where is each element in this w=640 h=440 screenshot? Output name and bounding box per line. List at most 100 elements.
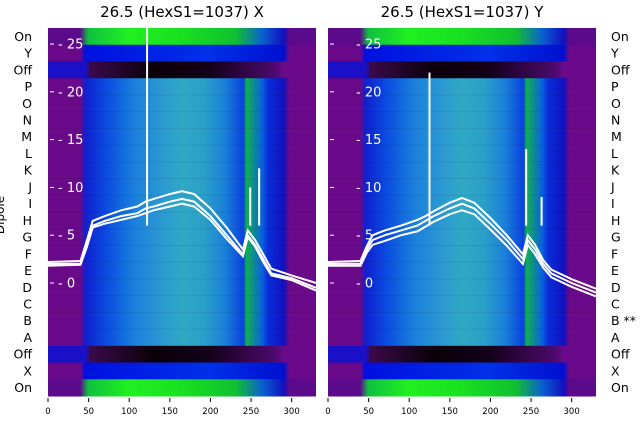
heatmap-row xyxy=(328,28,596,46)
dipole-label: F xyxy=(611,246,618,261)
dipole-label: H xyxy=(23,213,32,228)
heatmap-row xyxy=(328,94,596,113)
heatmap-row xyxy=(328,78,596,96)
x-tick-label: 300 xyxy=(284,407,300,417)
heatmap-row xyxy=(48,145,316,163)
overlay-series-line xyxy=(328,202,597,294)
heatmap-row xyxy=(328,111,596,129)
x-tick-label: 200 xyxy=(202,407,218,417)
panel-x: 26.5 (HexS1=1037) XOnYOffPONMLKJIHGFEDCB… xyxy=(14,3,317,417)
heatmap-row xyxy=(48,379,316,397)
x-tick-label: 100 xyxy=(401,407,417,417)
overlay-y-tick-label: - 0 xyxy=(356,277,373,292)
heatmap-row xyxy=(328,379,596,397)
chart-title: 26.5 (HexS1=1037) Y xyxy=(381,3,545,21)
heatmap-row xyxy=(328,212,596,230)
dipole-label: Off xyxy=(611,62,630,77)
dipole-label: On xyxy=(14,380,32,395)
overlay-series-line xyxy=(48,197,317,289)
heatmap-row xyxy=(328,61,596,79)
heatmap-row xyxy=(48,111,316,129)
dipole-label: A xyxy=(23,330,32,345)
dipole-label: E xyxy=(611,263,619,278)
heatmap-row xyxy=(328,345,596,364)
dipole-label: On xyxy=(611,380,629,395)
dipole-label: F xyxy=(25,246,32,261)
dipole-label: Y xyxy=(23,46,32,61)
dipole-label: I xyxy=(28,196,32,211)
heatmap-row xyxy=(328,329,596,347)
overlay-y-tick-label: - 20 xyxy=(58,85,83,100)
dipole-label: J xyxy=(27,179,32,194)
dipole-label: Off xyxy=(611,347,630,362)
dipole-label: J xyxy=(610,179,615,194)
overlay-y-tick-label: - 5 xyxy=(58,229,75,244)
heatmap-row xyxy=(328,128,596,146)
dipole-label: Off xyxy=(14,62,33,77)
x-tick-label: 300 xyxy=(564,407,580,417)
dipole-label: N xyxy=(611,113,620,128)
dipole-label: L xyxy=(611,146,618,161)
heatmap-row xyxy=(48,245,316,263)
dipole-label: L xyxy=(25,146,32,161)
heatmap-row xyxy=(328,362,596,380)
x-tick-label: 0 xyxy=(45,407,50,417)
overlay-y-tick-label: - 10 xyxy=(58,181,83,196)
dipole-label: K xyxy=(611,163,620,178)
heatmap-row xyxy=(48,329,316,347)
dipole-label: C xyxy=(611,297,620,312)
dipole-label: B ** xyxy=(611,313,636,328)
dipole-label: O xyxy=(611,96,621,111)
x-tick-label: 250 xyxy=(243,407,259,417)
heatmap-row xyxy=(328,161,596,180)
dipole-label: C xyxy=(23,297,32,312)
dipole-label: D xyxy=(22,280,32,295)
overlay-y-tick-label: - 20 xyxy=(356,85,381,100)
heatmap-row xyxy=(48,278,316,297)
heatmap-row xyxy=(48,28,316,46)
heatmap-row xyxy=(328,278,596,297)
dipole-label: P xyxy=(611,79,619,94)
x-tick-label: 50 xyxy=(363,407,374,417)
dipole-label: G xyxy=(22,230,32,245)
heatmap-row xyxy=(328,312,596,330)
overlay-series-line xyxy=(47,202,317,292)
heatmap-row xyxy=(328,178,596,196)
heatmap-row xyxy=(328,44,596,62)
heatmap-row xyxy=(48,262,316,280)
dipole-label: D xyxy=(611,280,621,295)
dipole-label: P xyxy=(24,79,32,94)
overlay-y-tick-label: - 15 xyxy=(356,133,381,148)
heatmap-row xyxy=(328,262,596,280)
heatmap-row xyxy=(48,128,316,146)
dipole-label: G xyxy=(611,230,621,245)
dipole-label: Off xyxy=(14,347,33,362)
x-tick-label: 250 xyxy=(523,407,539,417)
dipole-label: N xyxy=(23,113,32,128)
heatmap-row xyxy=(48,312,316,330)
dipole-label: X xyxy=(611,363,620,378)
x-tick-label: 150 xyxy=(442,407,458,417)
heatmap-row xyxy=(328,245,596,263)
dipole-label: On xyxy=(14,29,32,44)
overlay-y-tick-label: - 25 xyxy=(356,38,381,53)
heatmap-row xyxy=(328,145,596,163)
overlay-y-tick-label: - 10 xyxy=(356,181,381,196)
heatmap-row xyxy=(48,295,316,313)
overlay-series-line xyxy=(327,196,597,290)
x-tick-label: 0 xyxy=(325,407,330,417)
dipole-label: I xyxy=(611,196,615,211)
heatmap-row xyxy=(48,212,316,230)
heatmap-row xyxy=(48,362,316,380)
dipole-label: K xyxy=(24,163,33,178)
dipole-label: B xyxy=(23,313,32,328)
heatmap-row xyxy=(48,178,316,196)
dipole-label: E xyxy=(24,263,32,278)
heatmap-row xyxy=(48,78,316,96)
heatmap-row xyxy=(328,295,596,313)
heatmap-row xyxy=(48,94,316,113)
x-tick-label: 150 xyxy=(162,407,178,417)
dipole-label: On xyxy=(611,29,629,44)
chart-title: 26.5 (HexS1=1037) X xyxy=(100,3,264,21)
